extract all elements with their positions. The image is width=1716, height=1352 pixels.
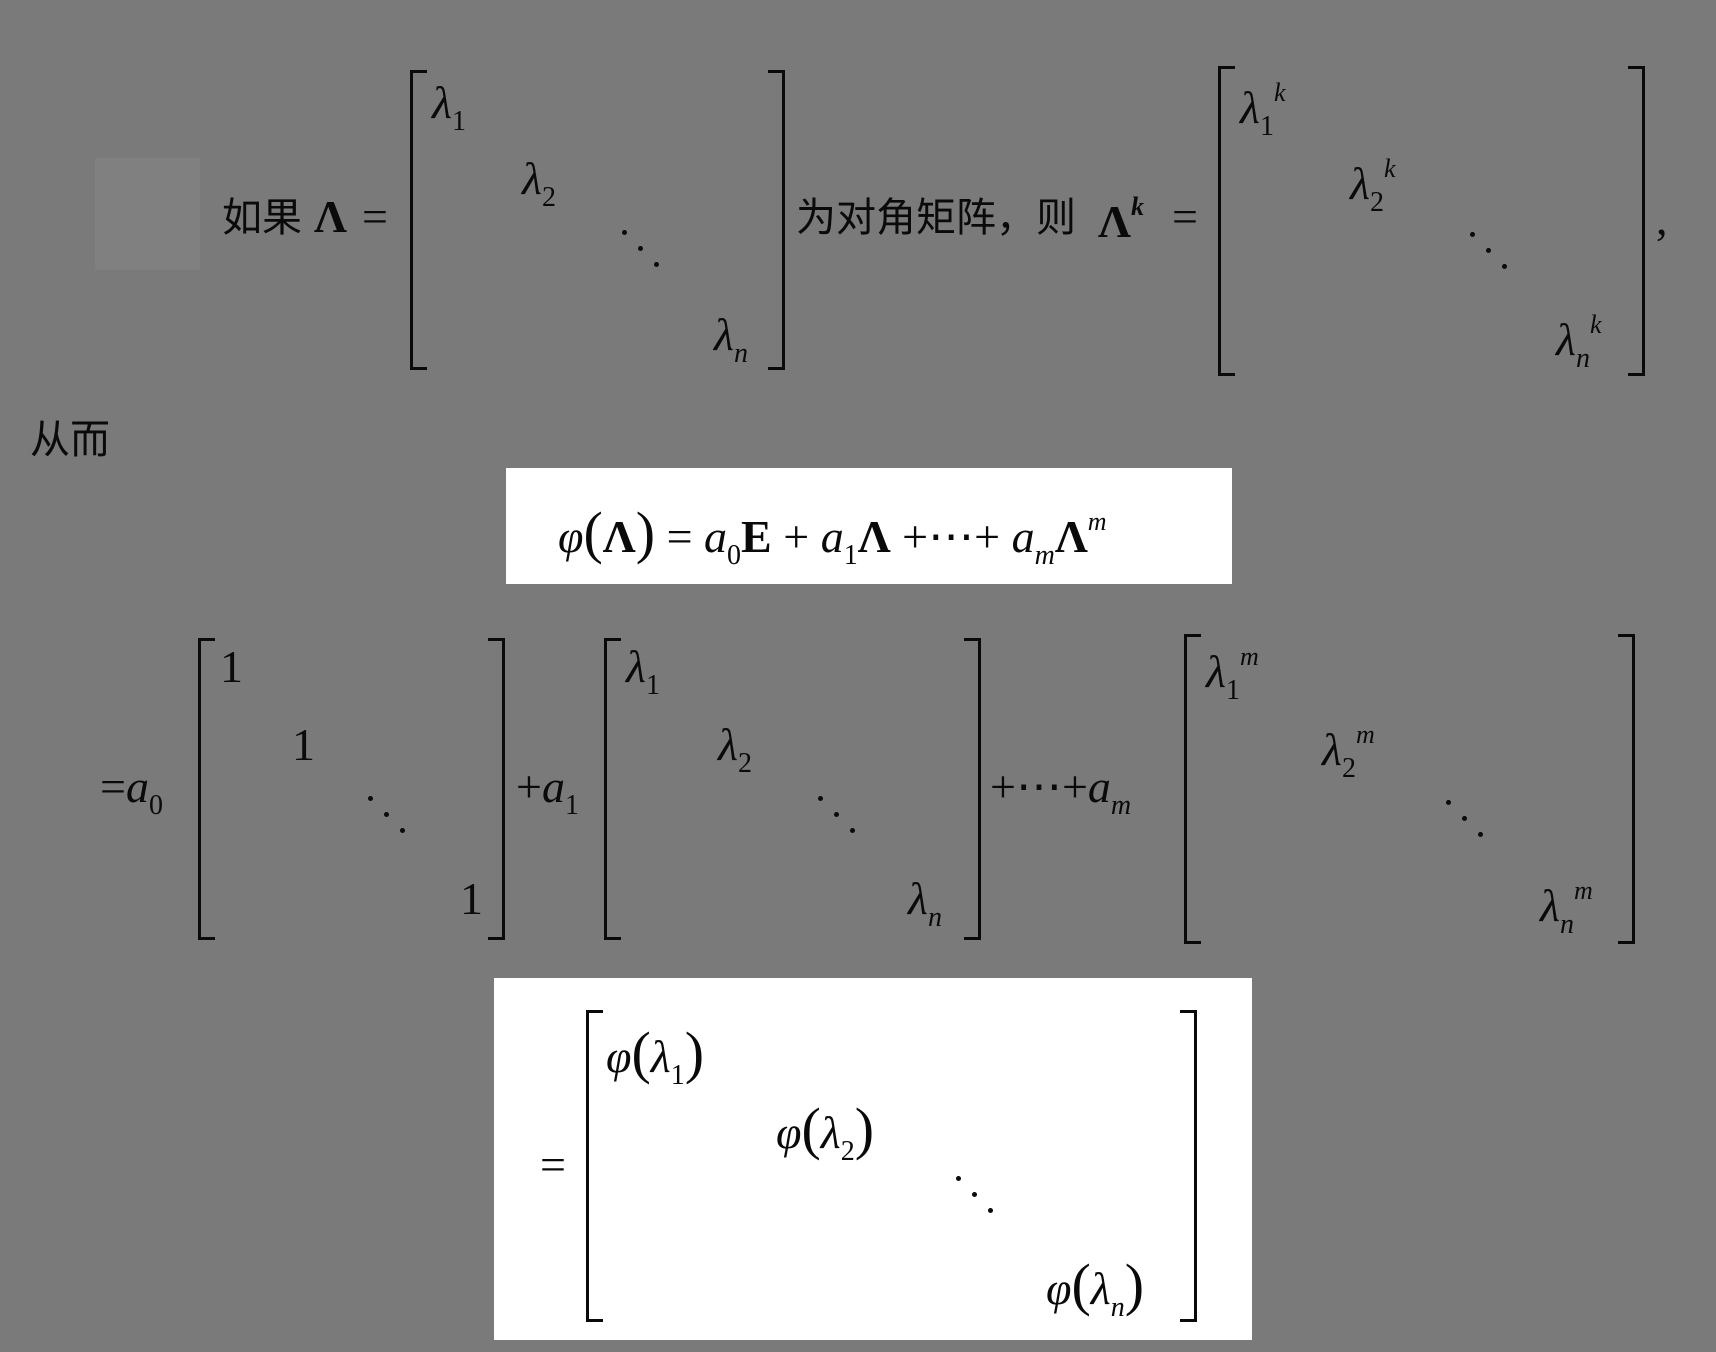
matrix-entry: λ2m bbox=[1322, 720, 1375, 784]
left-bracket bbox=[586, 1010, 603, 1322]
diagonal-dots bbox=[1468, 228, 1512, 276]
background-patch bbox=[95, 158, 200, 270]
diagonal-dots bbox=[620, 226, 664, 274]
comma: , bbox=[1656, 193, 1668, 244]
left-bracket bbox=[1218, 66, 1235, 376]
result-box bbox=[494, 978, 1252, 1340]
matrix-entry: λ2 bbox=[718, 719, 752, 779]
right-bracket bbox=[1618, 634, 1635, 944]
matrix-entry: φ(λ1) bbox=[606, 1020, 705, 1091]
matrix-entry: λ1 bbox=[432, 77, 466, 137]
matrix-entry: λnk bbox=[1556, 310, 1602, 374]
expansion-lead: =a0 bbox=[100, 761, 163, 821]
lambda-k-symbol: Λk bbox=[1098, 192, 1144, 247]
left-bracket bbox=[604, 638, 621, 940]
matrix-entry: λnm bbox=[1540, 876, 1593, 940]
matrix-entry: λ1k bbox=[1240, 78, 1286, 142]
matrix-entry: λ2 bbox=[522, 153, 556, 213]
matrix-entry: λ2k bbox=[1350, 154, 1396, 218]
result-equals: = bbox=[540, 1139, 566, 1190]
right-bracket bbox=[1628, 66, 1645, 376]
diagonal-dots bbox=[954, 1172, 998, 1220]
thus-text: 从而 bbox=[30, 417, 110, 463]
formula-box bbox=[506, 468, 1232, 584]
matrix-entry: φ(λn) bbox=[1046, 1252, 1145, 1323]
plus-cdots-am: +⋯+am bbox=[990, 761, 1132, 821]
matrix-entry: λ1m bbox=[1206, 642, 1259, 706]
right-bracket bbox=[964, 638, 981, 940]
matrix-entry: λn bbox=[714, 309, 748, 369]
equals-sign: = bbox=[1172, 191, 1198, 242]
left-bracket bbox=[198, 638, 215, 940]
if-text: 如果 bbox=[222, 195, 302, 241]
diagonal-dots bbox=[366, 792, 410, 840]
matrix-entry: λ1 bbox=[626, 641, 660, 701]
matrix-entry: 1 bbox=[292, 719, 315, 770]
matrix-entry: 1 bbox=[460, 873, 483, 924]
right-bracket bbox=[488, 638, 505, 940]
lambda-matrix-symbol: Λ bbox=[314, 191, 347, 242]
polynomial-formula: φ(Λ) = a0E + a1Λ +⋯+ amΛm bbox=[558, 500, 1107, 571]
diagonal-text: 为对角矩阵，则 bbox=[796, 195, 1076, 241]
plus-a1: +a1 bbox=[516, 761, 579, 821]
left-bracket bbox=[410, 70, 427, 370]
right-bracket bbox=[1180, 1010, 1197, 1322]
right-bracket bbox=[768, 70, 785, 370]
diagonal-dots bbox=[816, 792, 860, 840]
matrix-entry: φ(λ2) bbox=[776, 1096, 875, 1167]
diagonal-dots bbox=[1444, 796, 1488, 844]
equals-sign: = bbox=[362, 191, 388, 242]
matrix-entry: λn bbox=[908, 873, 942, 933]
matrix-entry: 1 bbox=[220, 641, 243, 692]
left-bracket bbox=[1184, 634, 1201, 944]
